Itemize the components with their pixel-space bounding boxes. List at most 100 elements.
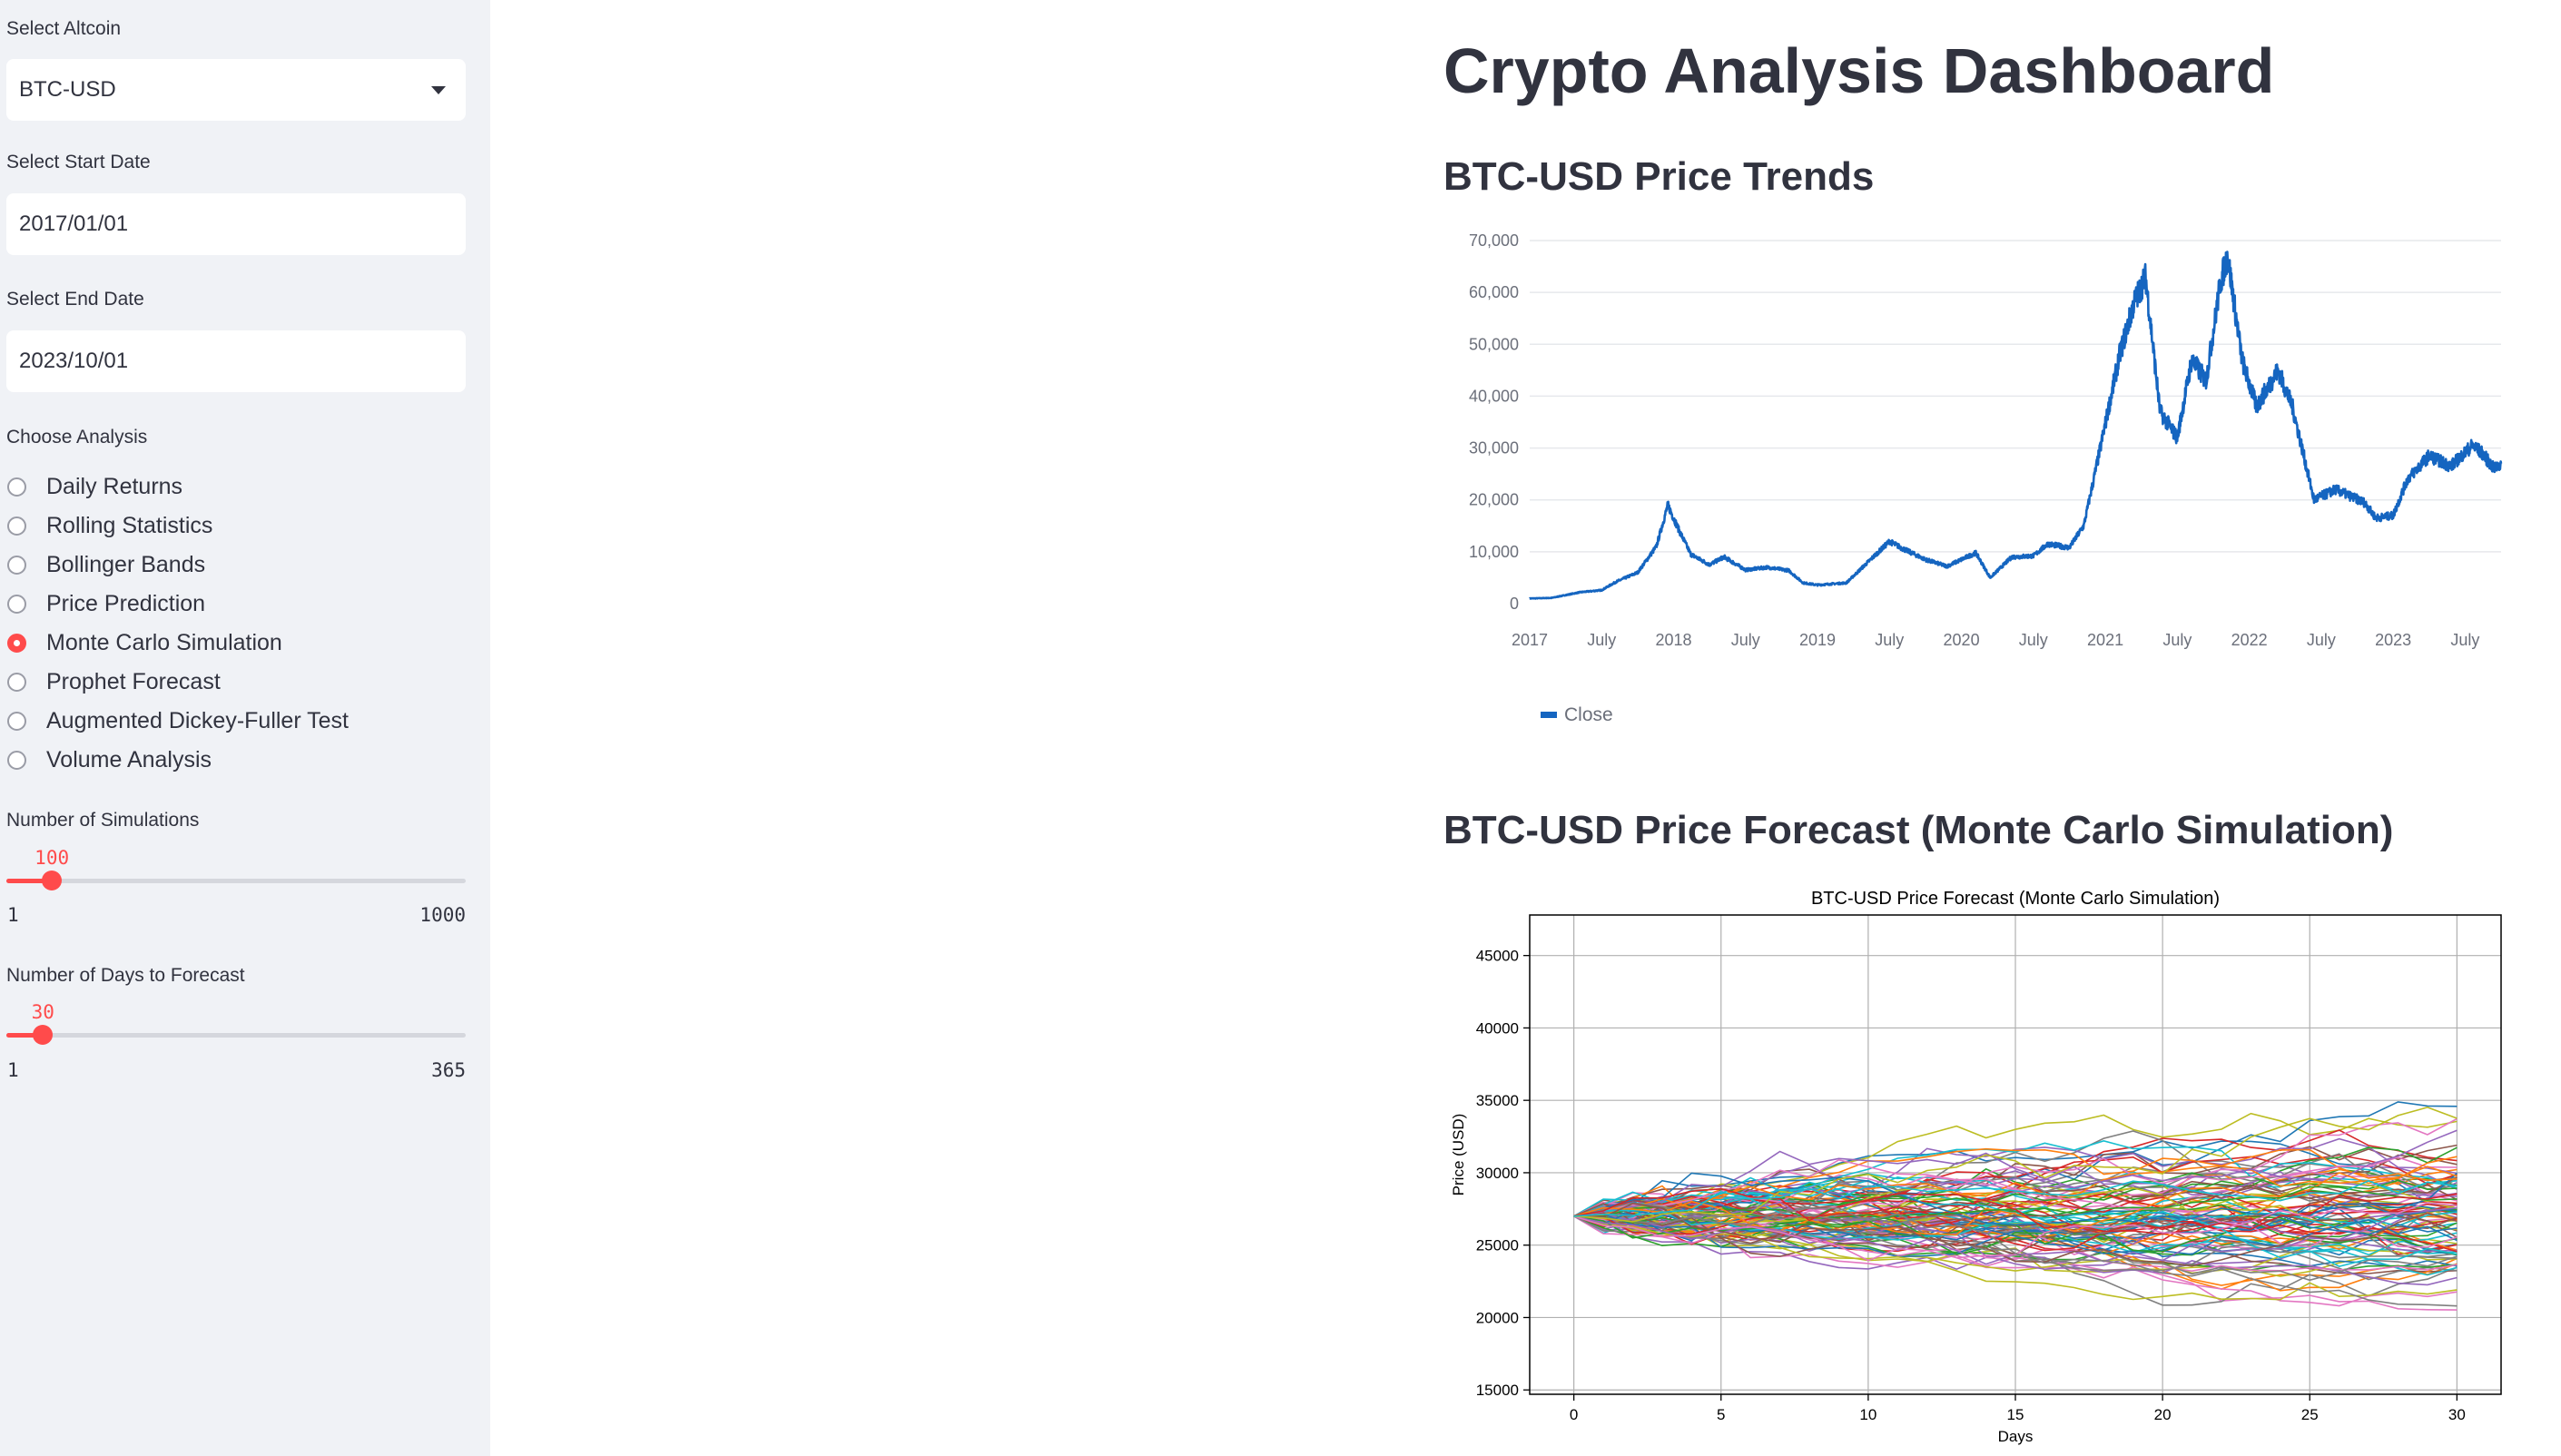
simulation-line	[1573, 1215, 2458, 1272]
x-tick-label: 25	[2301, 1406, 2319, 1423]
radio-prophet-forecast[interactable]: Prophet Forecast	[7, 665, 221, 698]
radio-rolling-statistics[interactable]: Rolling Statistics	[7, 509, 212, 542]
simulation-line	[1573, 1197, 2458, 1244]
x-tick-label: 20	[2154, 1406, 2172, 1423]
days-slider-fill	[6, 1033, 44, 1038]
x-tick-label: 2021	[2087, 631, 2123, 649]
simulations-label: Number of Simulations	[6, 810, 200, 831]
x-tick-label: July	[2019, 631, 2048, 649]
monte-carlo-chart: 15000 20000 25000 30000 35000 40000 45000 0 5 10 1…	[1450, 889, 2502, 1445]
x-tick-label: 5	[1717, 1406, 1725, 1423]
radio-button[interactable]	[7, 711, 26, 731]
y-tick-label: 20000	[1476, 1309, 1519, 1326]
radio-button[interactable]	[7, 516, 26, 536]
y-axis-label: Price (USD)	[1450, 1114, 1467, 1196]
y-tick-label: 50,000	[1469, 335, 1519, 353]
legend-label: Close	[1564, 704, 1613, 725]
plot-frame	[1529, 914, 2502, 1395]
days-slider-thumb[interactable]	[33, 1025, 54, 1045]
days-label: Number of Days to Forecast	[6, 965, 245, 986]
page-title: Crypto Analysis Dashboard	[1443, 35, 2275, 106]
y-tick-label: 20,000	[1469, 491, 1519, 509]
radio-label: Price Prediction	[46, 590, 206, 616]
simulation-line	[1573, 1147, 2458, 1217]
simulations-slider-fill	[6, 879, 53, 883]
x-tick-label: July	[2162, 631, 2192, 649]
radio-label: Monte Carlo Simulation	[46, 629, 282, 655]
simulation-line	[1573, 1144, 2458, 1217]
close-series-line	[1529, 251, 2503, 600]
simulation-line	[1573, 1107, 2458, 1223]
simulation-line	[1573, 1139, 2458, 1223]
simulations-min: 1	[7, 904, 19, 926]
simulation-line	[1573, 1129, 2458, 1217]
simulation-lines	[1573, 1101, 2458, 1311]
radio-bollinger-bands[interactable]: Bollinger Bands	[7, 548, 205, 581]
simulations-slider-thumb[interactable]	[42, 871, 63, 890]
radio-label: Daily Returns	[46, 473, 183, 499]
radio-augmented-dickey-fuller-test[interactable]: Augmented Dickey-Fuller Test	[7, 704, 349, 737]
x-tick-label: 2022	[2231, 631, 2268, 649]
simulation-line	[1573, 1156, 2458, 1236]
y-tick-label: 0	[1510, 595, 1519, 613]
radio-label: Volume Analysis	[46, 746, 212, 772]
chevron-down-icon	[431, 86, 446, 94]
y-tick-label: 40,000	[1469, 387, 1519, 405]
radio-label: Prophet Forecast	[46, 668, 221, 694]
x-tick-label: 2020	[1944, 631, 1980, 649]
x-tick-label: 2017	[1512, 631, 1548, 649]
x-tick-label: 30	[2448, 1406, 2466, 1423]
x-tick-label: 2019	[1799, 631, 1836, 649]
simulation-line	[1573, 1187, 2458, 1235]
y-tick-label: 25000	[1476, 1237, 1519, 1254]
x-tick-label: 10	[1859, 1406, 1876, 1423]
days-value: 30	[31, 1001, 54, 1023]
forecast-heading: BTC-USD Price Forecast (Monte Carlo Simu…	[1443, 808, 2394, 852]
simulation-line	[1573, 1209, 2458, 1268]
radio-volume-analysis[interactable]: Volume Analysis	[7, 743, 212, 776]
legend-swatch	[1541, 712, 1557, 718]
radio-monte-carlo-simulation[interactable]: Monte Carlo Simulation	[7, 626, 282, 659]
simulation-line	[1573, 1179, 2458, 1223]
radio-button[interactable]	[7, 594, 26, 614]
altcoin-label: Select Altcoin	[6, 18, 122, 39]
simulation-line	[1573, 1206, 2458, 1307]
days-slider[interactable]	[6, 1025, 466, 1045]
end-date-label: Select End Date	[6, 289, 144, 310]
end-date-input[interactable]: 2023/10/01	[6, 330, 466, 392]
radio-button[interactable]	[7, 672, 26, 692]
y-tick-label: 15000	[1476, 1382, 1519, 1399]
radio-button[interactable]	[7, 633, 26, 653]
simulation-line	[1573, 1165, 2458, 1217]
y-tick-label: 70,000	[1469, 231, 1519, 250]
start-date-label: Select Start Date	[6, 152, 151, 172]
simulation-line	[1573, 1184, 2458, 1257]
y-tick-label: 30,000	[1469, 439, 1519, 457]
days-max: 365	[431, 1059, 466, 1081]
radio-daily-returns[interactable]: Daily Returns	[7, 470, 182, 503]
radio-label: Augmented Dickey-Fuller Test	[46, 707, 350, 733]
x-tick-label: 15	[2007, 1406, 2024, 1423]
simulation-line	[1573, 1172, 2458, 1235]
simulation-line	[1573, 1215, 2458, 1301]
start-date-input[interactable]: 2017/01/01	[6, 193, 466, 255]
x-tick-label: July	[2307, 631, 2336, 649]
radio-button[interactable]	[7, 477, 26, 497]
radio-button[interactable]	[7, 555, 26, 575]
radio-label: Bollinger Bands	[46, 551, 206, 577]
x-tick-label: 2018	[1655, 631, 1691, 649]
y-tick-label: 45000	[1476, 948, 1519, 965]
trend-heading: BTC-USD Price Trends	[1443, 154, 1875, 199]
price-trend-chart[interactable]: 0 10,000 20,000 30,000 40,000 50,000 60,000 70,…	[1443, 218, 2515, 735]
simulations-slider[interactable]	[6, 871, 466, 890]
radio-button[interactable]	[7, 750, 26, 770]
radio-price-prediction[interactable]: Price Prediction	[7, 587, 205, 620]
y-tick-label: 30000	[1476, 1165, 1519, 1182]
altcoin-select[interactable]: BTC-USD	[6, 59, 466, 121]
simulation-line	[1573, 1205, 2458, 1253]
simulations-max: 1000	[419, 904, 466, 926]
simulations-value: 100	[34, 847, 70, 869]
x-tick-label: July	[1731, 631, 1760, 649]
simulation-line	[1573, 1166, 2458, 1217]
x-tick-label: July	[2450, 631, 2479, 649]
